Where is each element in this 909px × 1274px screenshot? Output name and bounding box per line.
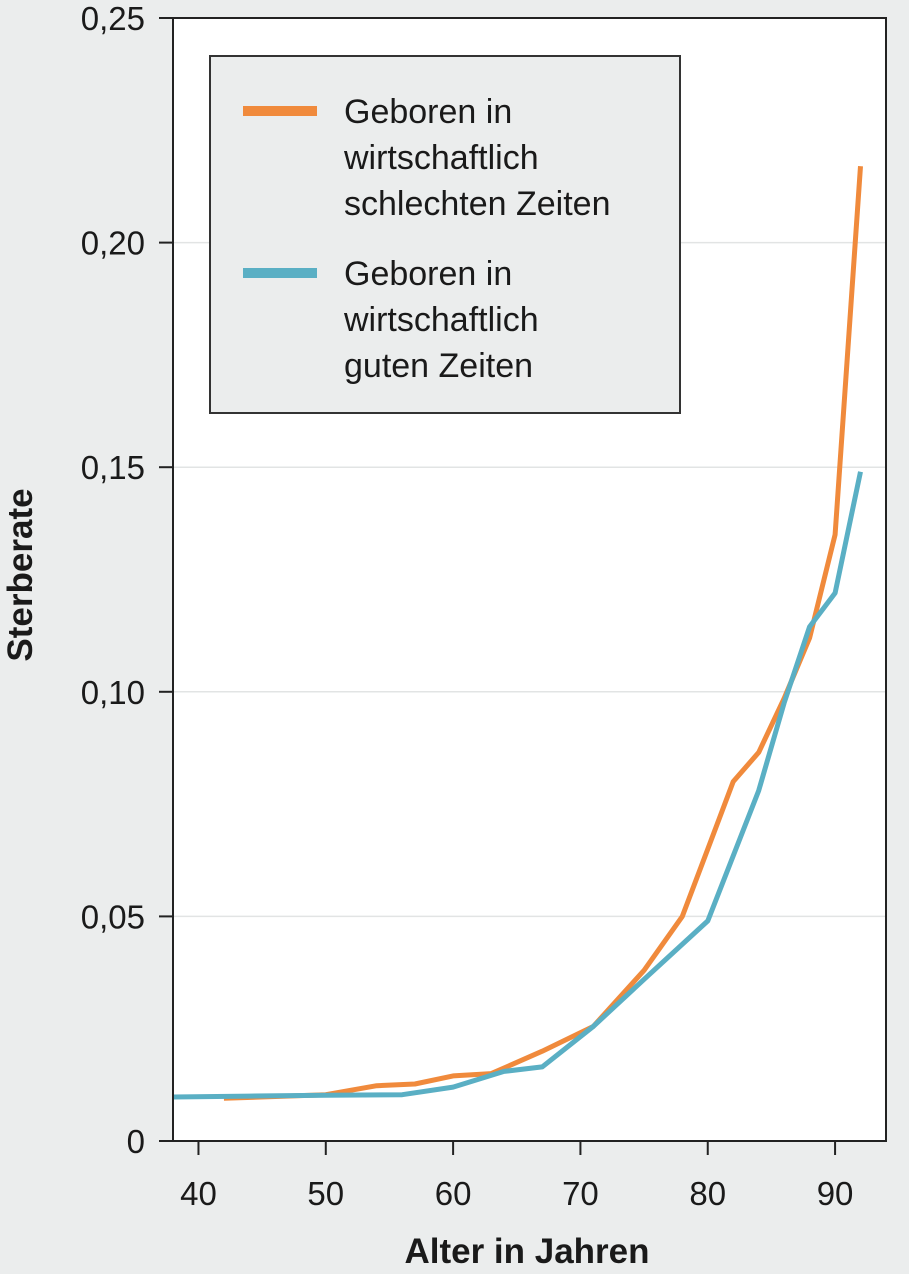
legend: Geboren in wirtschaftlich schlechten Zeite…	[209, 55, 681, 414]
x-tick-label: 40	[180, 1175, 217, 1212]
y-tick-label: 0,05	[81, 898, 145, 935]
legend-label-2: Geboren in	[344, 255, 512, 293]
legend-label-2: guten Zeiten	[344, 347, 533, 385]
x-tick-label: 50	[307, 1175, 344, 1212]
legend-label-1: schlechten Zeiten	[344, 185, 611, 223]
x-axis-title: Alter in Jahren	[404, 1232, 649, 1271]
y-tick-label: 0,25	[81, 0, 145, 37]
y-axis-title: Sterberate	[1, 488, 40, 661]
axes: 0 0,05 0,10 0,15 0,20 0,25 40 50 60 70 80 90	[81, 0, 887, 1212]
x-tick-label: 60	[435, 1175, 472, 1212]
legend-label-1: Geboren in	[344, 93, 512, 131]
y-tick-label: 0,20	[81, 225, 145, 262]
legend-label-2: wirtschaftlich	[343, 301, 539, 339]
series-line-2	[172, 471, 863, 1100]
x-tick-label: 70	[562, 1175, 599, 1212]
y-tick-label: 0,15	[81, 449, 145, 486]
y-tick-label: 0,10	[81, 674, 145, 711]
legend-label-1: wirtschaftlich	[343, 139, 539, 177]
y-tick-label: 0	[127, 1123, 145, 1160]
plot-frame	[172, 17, 887, 1142]
x-tick-label: 90	[817, 1175, 854, 1212]
x-tick-label: 80	[689, 1175, 726, 1212]
